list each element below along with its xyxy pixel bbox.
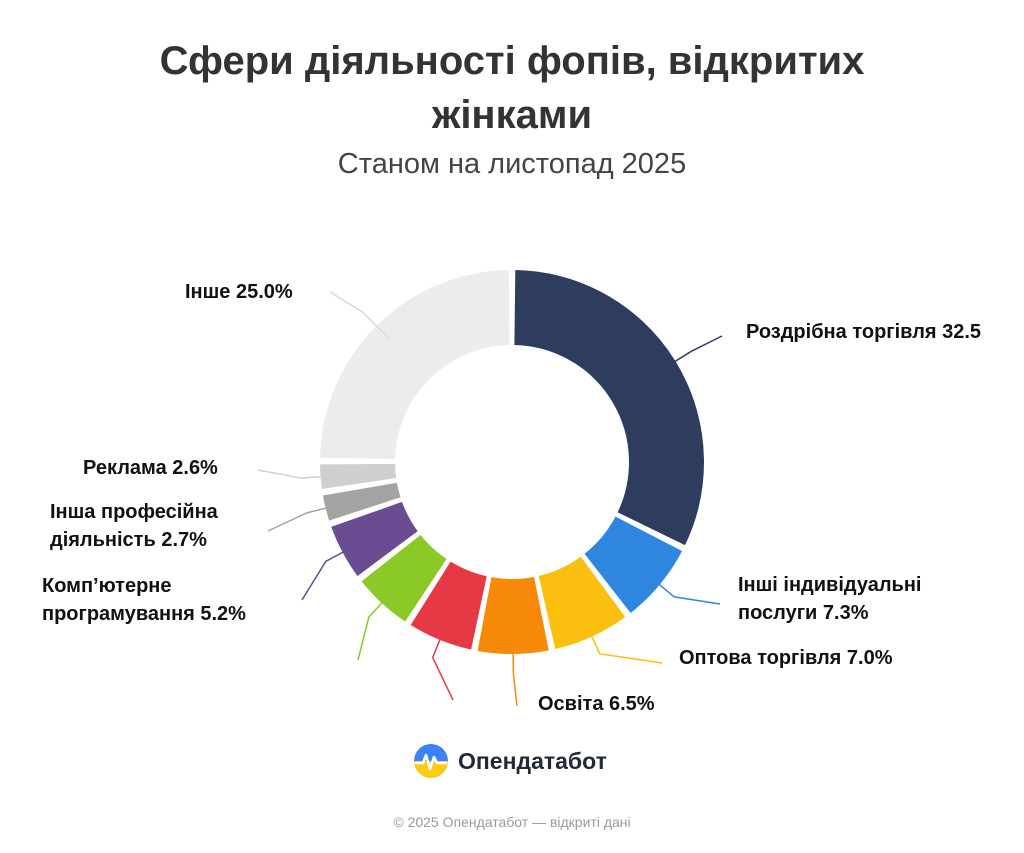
slice-label-7: Інша професійна діяльність 2.7% — [50, 501, 219, 551]
leader-line-7 — [267, 502, 345, 532]
donut-slice-4 — [408, 559, 489, 652]
donut-slice-7 — [320, 480, 403, 523]
slice-label-3: Освіта 6.5% — [538, 693, 655, 715]
slice-label-2: Оптова торгівля 7.0% — [679, 647, 893, 669]
donut-slice-3 — [475, 574, 551, 656]
leader-line-4 — [431, 622, 454, 701]
slice-label-6: Комп’ютерне програмування 5.2% — [42, 575, 246, 625]
chart-title: Сфери діяльності фопів, відкритих жінкам… — [159, 39, 865, 137]
slice-label-9: Інше 25.0% — [185, 281, 293, 303]
slice-label-1: Інші індивідуальні послуги 7.3% — [738, 574, 921, 624]
donut-slice-2 — [536, 554, 628, 652]
slice-label-8: Реклама 2.6% — [83, 457, 218, 479]
footer-copyright: © 2025 Опендатабот — відкриті дані — [393, 814, 631, 830]
donut-slice-5 — [359, 532, 449, 624]
leader-line-3 — [512, 634, 518, 707]
brand-name: Опендатабот — [458, 747, 607, 774]
leader-line-6 — [301, 542, 360, 601]
donut-slice-6 — [329, 499, 421, 579]
leader-line-2 — [583, 619, 663, 664]
slice-label-0: Роздрібна торгівля 32.5 — [746, 321, 981, 343]
opendatabot-logo-icon — [414, 744, 448, 778]
donut-slice-0 — [512, 268, 706, 548]
donut-slice-9 — [318, 268, 512, 462]
donut-slice-1 — [582, 514, 685, 616]
leader-line-5 — [357, 588, 396, 661]
chart-subtitle: Станом на листопад 2025 — [337, 148, 687, 180]
leader-line-9 — [329, 291, 391, 340]
leader-line-1 — [644, 572, 721, 605]
leader-line-0 — [658, 335, 723, 372]
leader-line-8 — [257, 469, 340, 479]
donut-slice-8 — [318, 461, 399, 492]
brand-logo: Опендатабот — [412, 742, 607, 780]
